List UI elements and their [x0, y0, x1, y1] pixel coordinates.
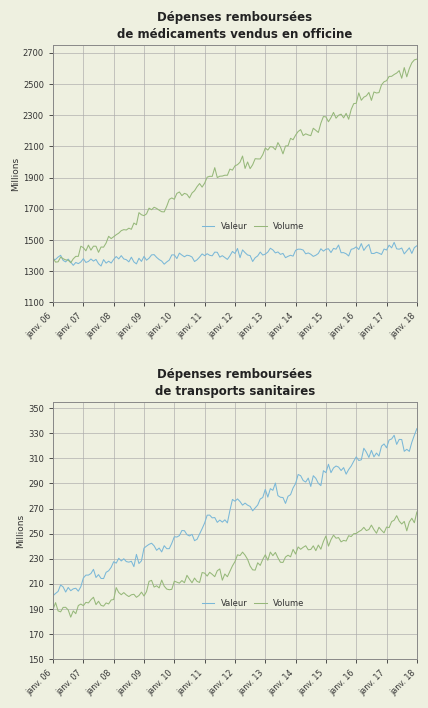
Valeur: [263, 250, 268, 258]
Valeur: [339, 249, 344, 257]
Line: Valeur: Valeur: [53, 428, 417, 595]
Valeur: [394, 244, 399, 253]
Volume: [339, 110, 344, 118]
Volume: [68, 258, 73, 267]
Volume: [328, 535, 333, 544]
Valeur: [336, 463, 341, 472]
Valeur: [51, 255, 56, 263]
Volume: [414, 55, 419, 64]
Y-axis label: Millions: Millions: [16, 513, 25, 547]
Volume: [263, 551, 268, 559]
Title: Dépenses remboursées
de médicaments vendus en officine: Dépenses remboursées de médicaments vend…: [117, 11, 353, 41]
Legend: Valeur, Volume: Valeur, Volume: [198, 595, 308, 611]
Volume: [392, 516, 397, 525]
Line: Volume: Volume: [53, 59, 417, 263]
Valeur: [51, 591, 56, 600]
Legend: Valeur, Volume: Valeur, Volume: [198, 218, 308, 234]
Volume: [71, 607, 76, 615]
Volume: [328, 113, 333, 122]
Line: Valeur: Valeur: [53, 242, 417, 266]
Valeur: [328, 249, 333, 257]
Valeur: [98, 262, 104, 270]
Volume: [68, 613, 73, 622]
Volume: [339, 537, 344, 546]
Valeur: [414, 424, 419, 433]
Valeur: [68, 586, 73, 595]
Y-axis label: Millions: Millions: [11, 156, 20, 191]
Valeur: [53, 589, 58, 598]
Volume: [53, 258, 58, 266]
Valeur: [326, 460, 331, 469]
Valeur: [260, 493, 265, 502]
Volume: [414, 508, 419, 516]
Volume: [53, 598, 58, 607]
Line: Volume: Volume: [53, 512, 417, 617]
Volume: [51, 253, 56, 262]
Volume: [263, 144, 268, 152]
Valeur: [414, 241, 419, 250]
Volume: [392, 70, 397, 79]
Title: Dépenses remboursées
de transports sanitaires: Dépenses remboursées de transports sanit…: [155, 368, 315, 398]
Volume: [51, 605, 56, 614]
Valeur: [68, 258, 73, 266]
Volume: [71, 255, 76, 263]
Valeur: [389, 435, 394, 443]
Valeur: [392, 238, 397, 246]
Valeur: [53, 255, 58, 263]
